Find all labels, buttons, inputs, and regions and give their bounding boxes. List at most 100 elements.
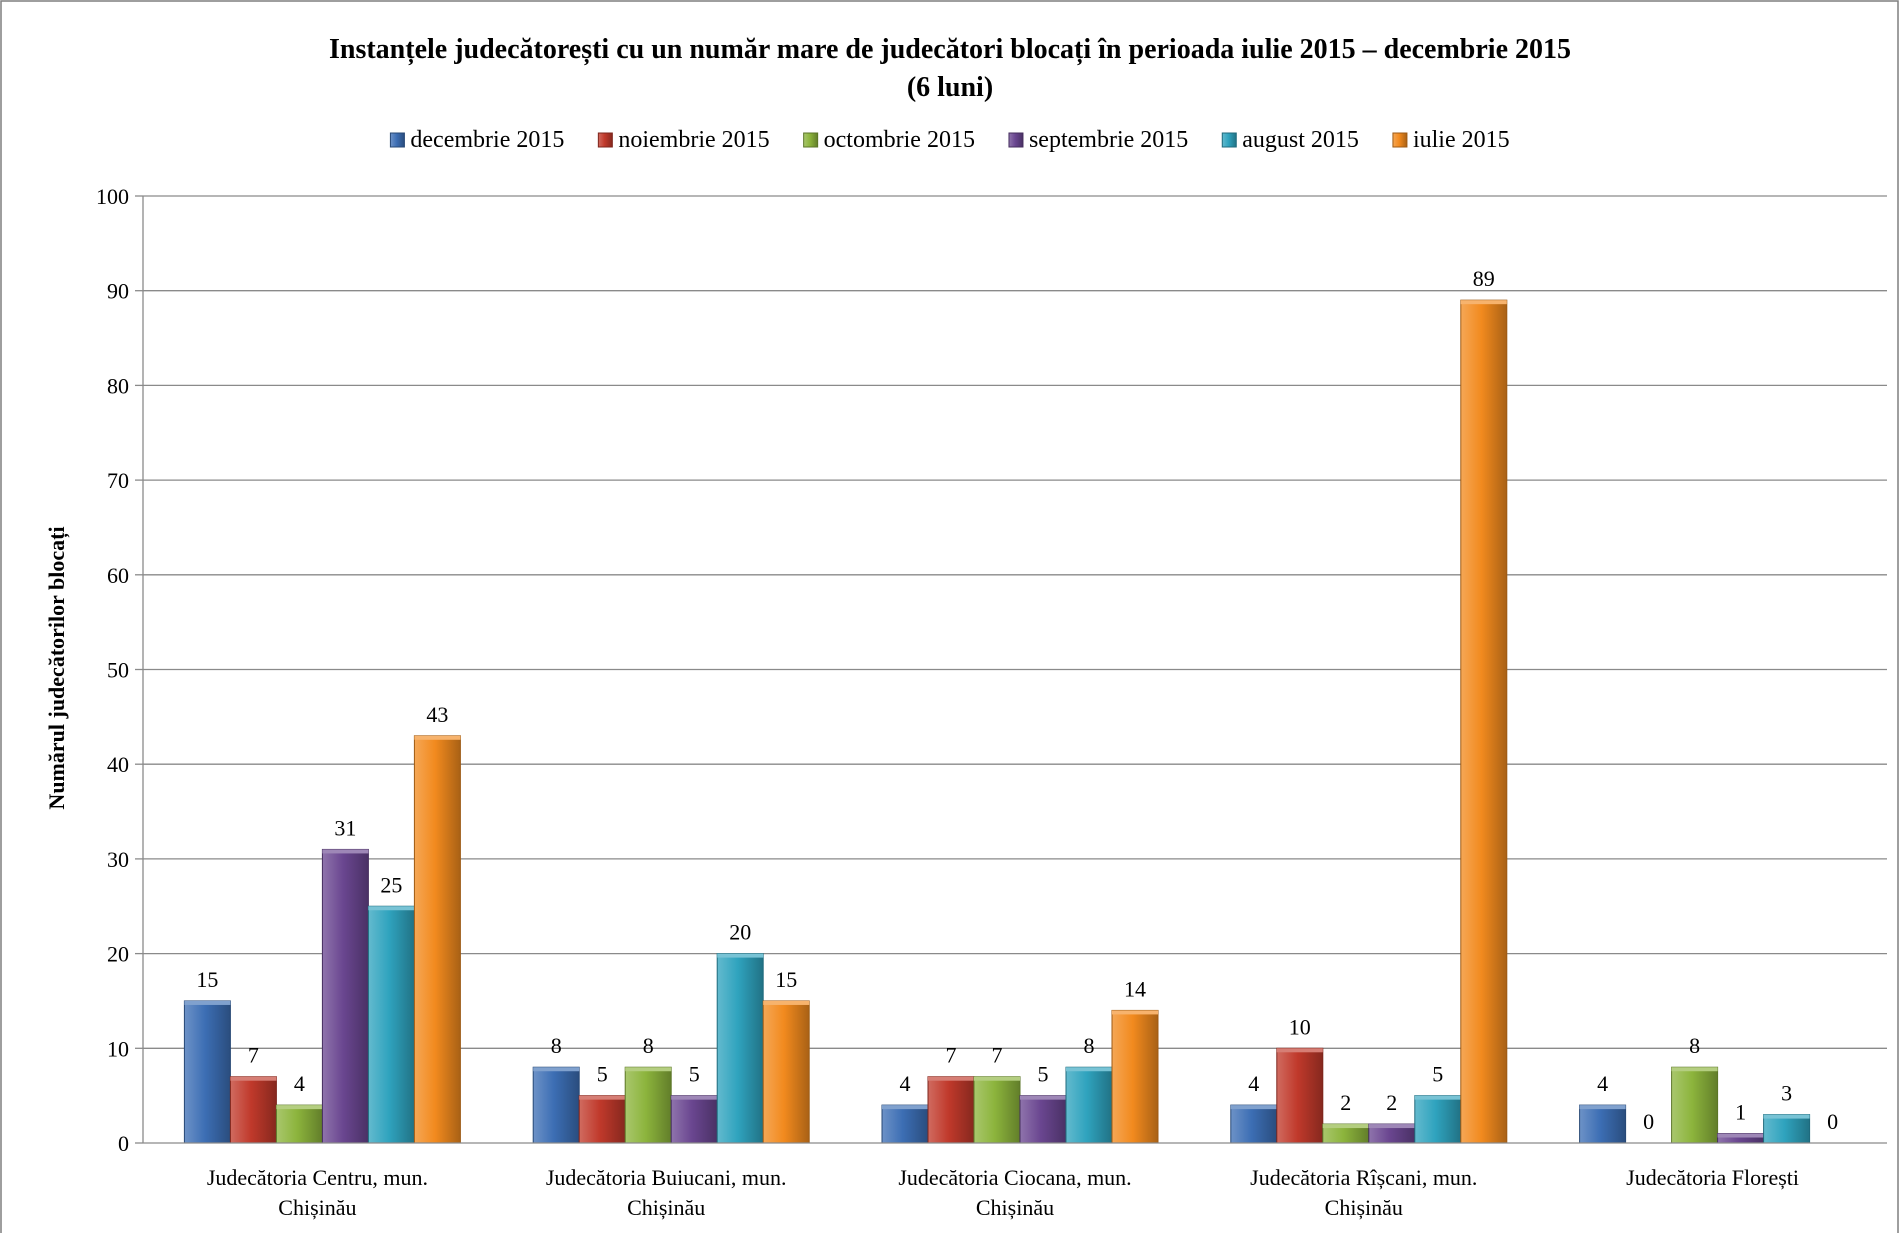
legend-label: decembrie 2015 <box>410 127 564 153</box>
category-label: Judecătoria Centru, mun. <box>207 1165 428 1190</box>
bar-bevel <box>1579 1105 1626 1110</box>
data-label: 8 <box>1689 1033 1700 1058</box>
y-tick-label: 70 <box>107 468 129 493</box>
category-label: Chișinău <box>1325 1195 1403 1220</box>
data-label: 7 <box>946 1043 957 1068</box>
bars <box>183 299 1811 1144</box>
data-label: 5 <box>597 1062 608 1087</box>
bar-bevel <box>322 849 369 854</box>
bar-bevel <box>1322 1124 1369 1129</box>
data-label: 0 <box>1827 1109 1838 1134</box>
data-label: 8 <box>551 1033 562 1058</box>
data-label: 4 <box>900 1071 911 1096</box>
bar <box>624 1066 672 1144</box>
bar-bevel <box>671 1095 718 1100</box>
data-label: 8 <box>643 1033 654 1058</box>
legend: decembrie 2015 noiembrie 2015 octombrie 20… <box>389 127 1510 153</box>
legend-swatch <box>1008 132 1024 148</box>
bar <box>1019 1095 1067 1144</box>
bar-bevel <box>414 735 461 740</box>
y-axis-ticks: 0 10 20 30 40 50 60 70 80 90 100 <box>96 184 143 1156</box>
legend-label: iulie 2015 <box>1413 127 1510 153</box>
bar <box>973 1076 1021 1144</box>
legend-label: noiembrie 2015 <box>618 127 769 153</box>
y-tick-label: 20 <box>107 942 129 967</box>
bar <box>1579 1104 1627 1144</box>
category-label: Chișinău <box>976 1195 1054 1220</box>
data-label: 4 <box>1597 1071 1608 1096</box>
bar <box>532 1066 580 1144</box>
bar <box>1276 1047 1324 1144</box>
data-label: 3 <box>1781 1081 1792 1106</box>
y-tick-label: 40 <box>107 752 129 777</box>
data-label: 10 <box>1289 1014 1311 1039</box>
bar-bevel <box>1368 1124 1415 1129</box>
bar-bevel <box>184 1000 231 1005</box>
bar-bevel <box>230 1076 277 1081</box>
bar <box>229 1076 277 1144</box>
bar <box>670 1095 718 1144</box>
y-tick-label: 10 <box>107 1036 129 1061</box>
bar <box>321 848 369 1144</box>
data-label: 5 <box>1432 1062 1443 1087</box>
legend-swatch <box>1221 132 1237 148</box>
bar <box>1671 1066 1719 1144</box>
y-tick-label: 90 <box>107 279 129 304</box>
data-label: 15 <box>775 967 797 992</box>
bar-bevel <box>928 1076 974 1081</box>
bar-bevel <box>1671 1067 1718 1072</box>
category-label: Judecătoria Rîșcani, mun. <box>1250 1165 1477 1190</box>
bar <box>183 1000 231 1144</box>
bar <box>716 953 764 1144</box>
chart-subtitle: (6 luni) <box>907 72 993 103</box>
bar <box>1763 1114 1811 1144</box>
x-axis-categories: Judecătoria Centru, mun. Chișinău Judecăto… <box>207 1165 1799 1220</box>
bar <box>275 1104 323 1144</box>
y-axis-label: Numărul judecătorilor blocați <box>44 526 70 809</box>
legend-label: septembrie 2015 <box>1029 127 1188 153</box>
bar <box>1460 299 1508 1144</box>
bar-bevel <box>533 1067 580 1072</box>
data-label: 20 <box>729 920 751 945</box>
bar-bevel <box>1276 1048 1323 1053</box>
bar-bevel <box>1460 300 1507 305</box>
bar-bevel <box>1717 1133 1764 1138</box>
data-label: 15 <box>196 967 218 992</box>
data-label: 8 <box>1084 1033 1095 1058</box>
category-label: Judecătoria Florești <box>1626 1165 1799 1190</box>
axes <box>142 196 1887 1144</box>
bar-bevel <box>974 1076 1020 1081</box>
data-label: 5 <box>1038 1062 1049 1087</box>
bar <box>1065 1066 1113 1144</box>
bar <box>367 905 415 1144</box>
bar-bevel <box>1230 1105 1277 1110</box>
legend-swatch <box>803 132 819 148</box>
legend-label: august 2015 <box>1242 127 1359 153</box>
data-label: 43 <box>426 702 448 727</box>
data-label: 7 <box>248 1043 259 1068</box>
y-tick-label: 60 <box>107 563 129 588</box>
data-label: 31 <box>334 815 356 840</box>
data-label: 2 <box>1386 1090 1397 1115</box>
bar-bevel <box>882 1105 928 1110</box>
bar <box>762 1000 810 1144</box>
bar-bevel <box>1414 1095 1461 1100</box>
data-label: 1 <box>1735 1100 1746 1125</box>
bar-bevel <box>1066 1067 1112 1072</box>
bar <box>927 1076 975 1144</box>
bar <box>1414 1095 1462 1144</box>
data-label: 0 <box>1643 1109 1654 1134</box>
legend-swatch <box>1392 132 1408 148</box>
y-tick-label: 100 <box>96 184 129 209</box>
data-label: 5 <box>689 1062 700 1087</box>
data-label: 2 <box>1340 1090 1351 1115</box>
data-label: 4 <box>1248 1071 1259 1096</box>
bar <box>413 735 461 1144</box>
bar-bevel <box>276 1105 323 1110</box>
legend-label: octombrie 2015 <box>824 127 975 153</box>
chart-title: Instanțele judecătorești cu un număr mar… <box>329 34 1571 65</box>
bar-bevel <box>579 1095 626 1100</box>
